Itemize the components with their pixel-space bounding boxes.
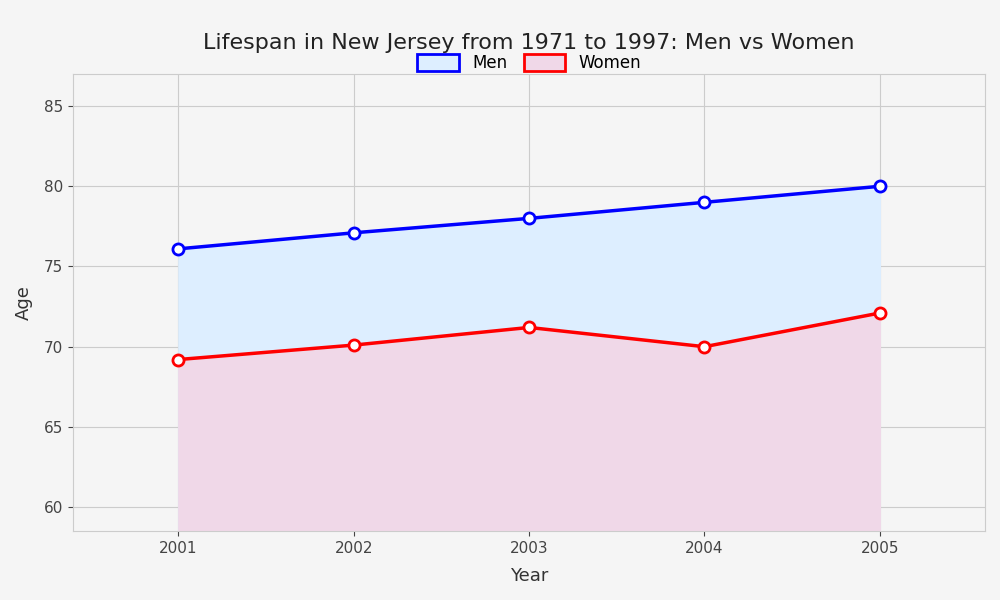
Y-axis label: Age: Age [15,285,33,320]
Legend: Men, Women: Men, Women [409,46,650,80]
X-axis label: Year: Year [510,567,548,585]
Title: Lifespan in New Jersey from 1971 to 1997: Men vs Women: Lifespan in New Jersey from 1971 to 1997… [203,33,855,53]
